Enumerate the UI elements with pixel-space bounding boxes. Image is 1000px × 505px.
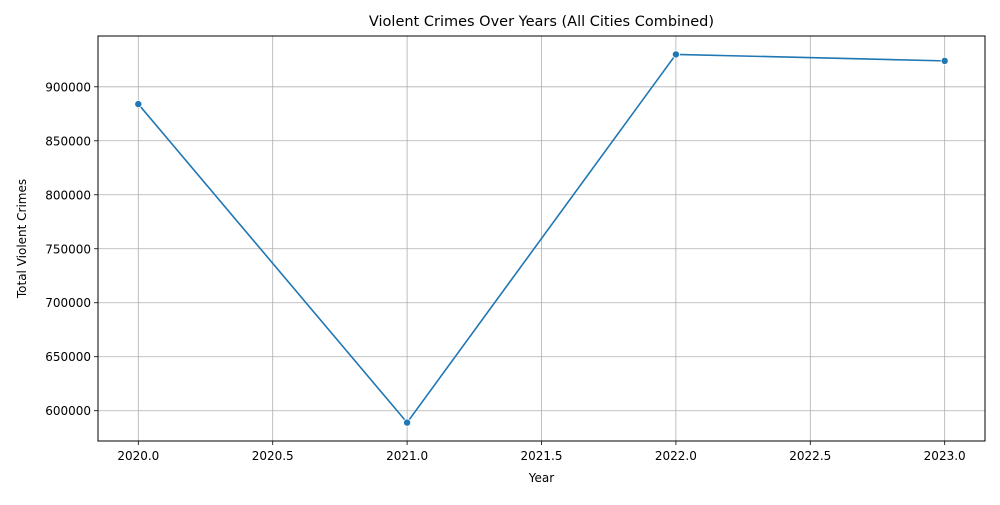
y-tick-label: 650000: [45, 350, 91, 364]
data-point: [134, 100, 143, 109]
x-tick-label: 2022.5: [789, 449, 831, 463]
x-tick-label: 2020.0: [117, 449, 159, 463]
series-line: [137, 53, 945, 424]
data-point: [403, 418, 412, 427]
grid-layer: [98, 36, 985, 441]
y-tick-label: 700000: [45, 296, 91, 310]
x-tick-label: 2021.5: [521, 449, 563, 463]
data-point: [671, 50, 680, 59]
y-tick-label: 750000: [45, 242, 91, 256]
ticks-layer: 2020.0 2020.5 2021.0 2021.5 2022.0 2022.5 2023…: [45, 80, 965, 463]
x-axis-label: Year: [528, 471, 554, 485]
x-tick-label: 2021.0: [386, 449, 428, 463]
y-tick-label: 850000: [45, 134, 91, 148]
x-tick-label: 2020.5: [252, 449, 294, 463]
y-axis-label: Total Violent Crimes: [15, 179, 29, 299]
x-tick-label: 2022.0: [655, 449, 697, 463]
y-tick-label: 800000: [45, 188, 91, 202]
data-point: [940, 56, 949, 65]
x-tick-label: 2023.0: [924, 449, 966, 463]
series-layer: [134, 50, 949, 427]
y-tick-label: 600000: [45, 404, 91, 418]
y-tick-label: 900000: [45, 80, 91, 94]
chart-title: Violent Crimes Over Years (All Cities Co…: [369, 14, 714, 30]
